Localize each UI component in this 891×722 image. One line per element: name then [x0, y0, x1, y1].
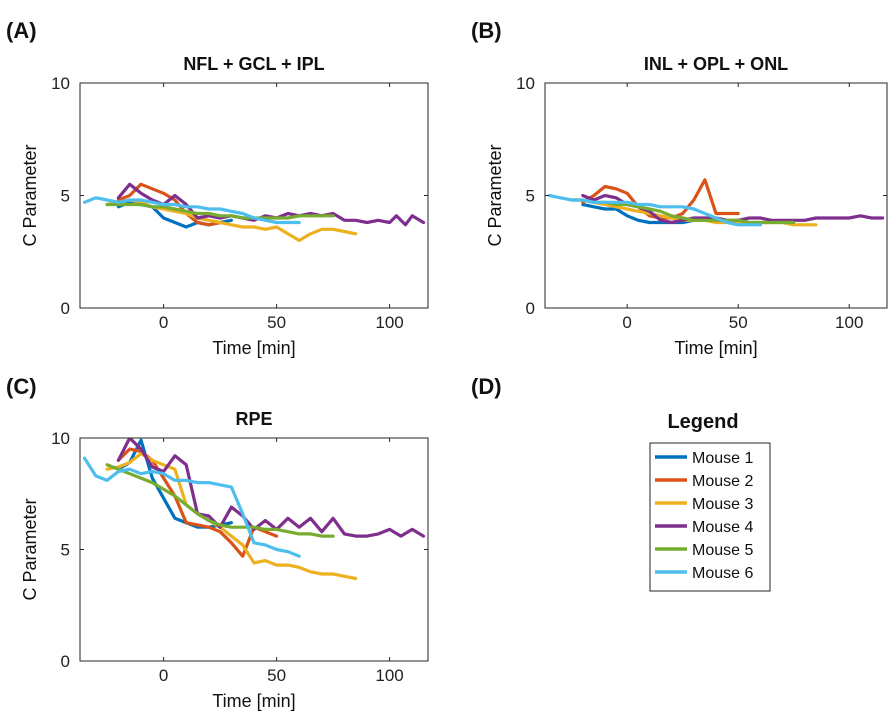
series-line-mouse-5 — [105, 463, 335, 538]
legend-box — [649, 442, 771, 592]
x-axis-label: Time [min] — [212, 338, 295, 358]
series-line-mouse-2 — [581, 178, 740, 220]
legend-label: Mouse 2 — [692, 473, 753, 490]
series-line-mouse-5 — [105, 202, 335, 220]
x-axis-label: Time [min] — [212, 691, 295, 711]
y-axis-label: C Parameter — [20, 144, 40, 246]
legend-item: Mouse 2 — [655, 473, 753, 490]
chart-panel-3: (C) RPE 0 50 100 0 5 10 Time [min] C Parameter — [6, 374, 429, 711]
panel-title: INL + OPL + ONL — [644, 54, 788, 74]
series-line-mouse-6 — [547, 193, 763, 227]
x-tick-label: 50 — [729, 313, 748, 332]
panel-label: (C) — [6, 374, 37, 399]
panel-label: (A) — [6, 18, 37, 43]
x-tick-label: 0 — [159, 313, 168, 332]
legend-item: Mouse 5 — [655, 542, 753, 559]
y-axis-label: C Parameter — [20, 498, 40, 600]
series-line-mouse-6 — [82, 456, 301, 558]
y-tick-label: 10 — [51, 429, 70, 448]
panel-title: RPE — [235, 409, 272, 429]
panel-title: NFL + GCL + IPL — [183, 54, 324, 74]
legend-item: Mouse 6 — [655, 565, 753, 582]
y-tick-label: 0 — [61, 652, 70, 671]
y-tick-label: 5 — [61, 187, 70, 206]
legend-label: Mouse 5 — [692, 542, 753, 559]
legend-item: Mouse 1 — [655, 450, 753, 467]
x-tick-label: 100 — [375, 666, 403, 685]
x-tick-label: 0 — [622, 313, 631, 332]
y-tick-label: 0 — [61, 299, 70, 318]
y-tick-label: 10 — [51, 74, 70, 93]
y-tick-label: 5 — [61, 541, 70, 560]
series-group — [82, 438, 426, 581]
panel-label-d: (D) — [471, 374, 502, 399]
y-tick-label: 10 — [516, 74, 535, 93]
legend-label: Mouse 4 — [692, 519, 753, 536]
chart-panel-1: (A) NFL + GCL + IPL 0 50 100 0 5 10 Time [min] C … — [6, 18, 429, 358]
x-tick-label: 50 — [267, 313, 286, 332]
legend-label: Mouse 6 — [692, 565, 753, 582]
x-tick-label: 50 — [267, 666, 286, 685]
series-group — [82, 182, 426, 243]
x-tick-label: 100 — [375, 313, 403, 332]
legend-label: Mouse 1 — [692, 450, 753, 467]
x-tick-label: 0 — [159, 666, 168, 685]
panel-label: (B) — [471, 18, 502, 43]
y-tick-label: 0 — [526, 299, 535, 318]
y-axis-label: C Parameter — [485, 144, 505, 246]
series-line-mouse-6 — [82, 196, 301, 225]
x-tick-label: 100 — [835, 313, 863, 332]
legend-title: Legend — [667, 411, 738, 433]
series-line-mouse-4 — [116, 438, 426, 538]
legend: Legend Mouse 1 Mouse 2 Mouse 3 Mouse 4 Mouse … — [649, 411, 771, 592]
x-axis-label: Time [min] — [674, 338, 757, 358]
series-group — [547, 178, 885, 227]
chart-panel-2: (B) INL + OPL + ONL 0 50 100 0 5 10 Time [min] C … — [471, 18, 888, 358]
legend-item: Mouse 4 — [655, 519, 753, 536]
legend-label: Mouse 3 — [692, 496, 753, 513]
y-tick-label: 5 — [526, 187, 535, 206]
legend-item: Mouse 3 — [655, 496, 753, 513]
